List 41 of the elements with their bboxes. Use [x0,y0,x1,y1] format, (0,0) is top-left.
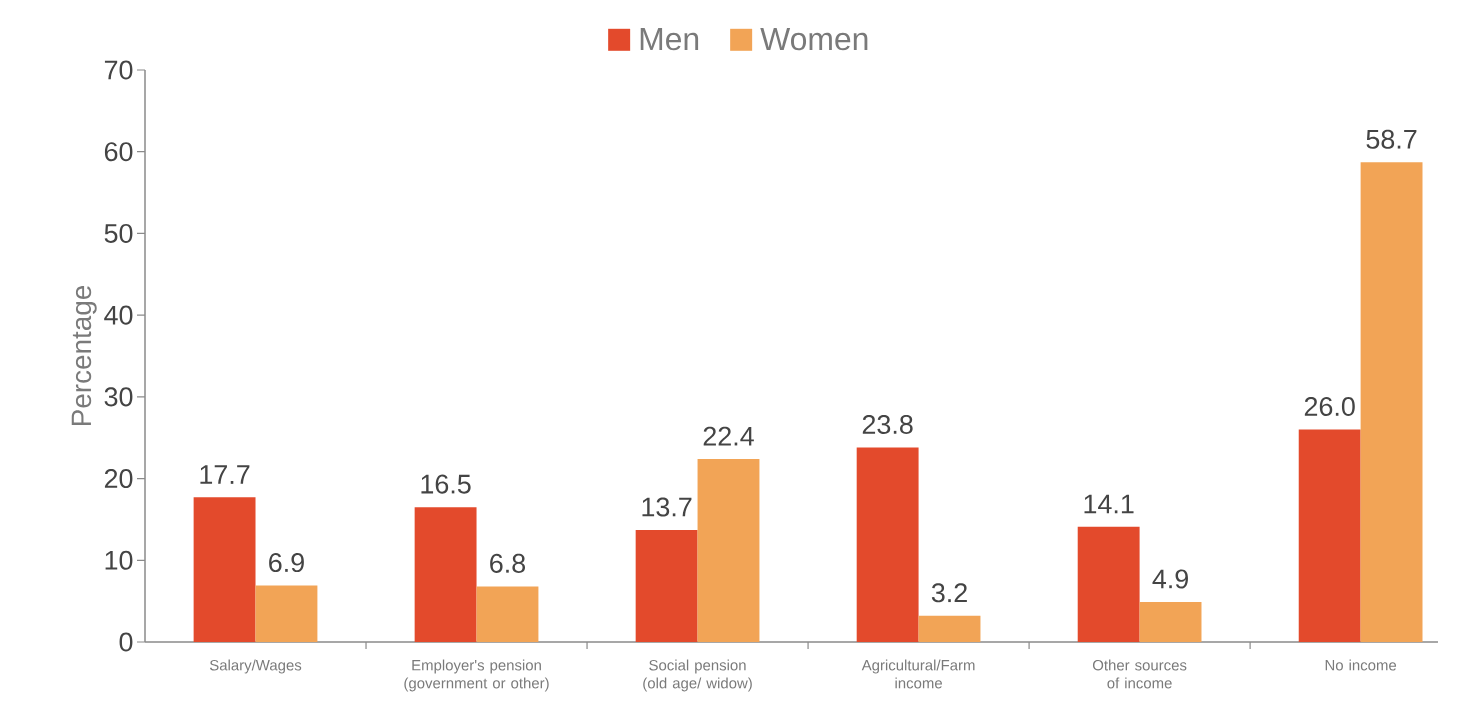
legend-label: Men [640,28,699,51]
x-tick-label: Employer's pension (government or other) [404,659,549,692]
legend-label: Women [760,28,868,51]
data-label: 6.8 [490,553,526,573]
x-tick-label: Salary/Wages [209,659,302,674]
bar [856,447,919,642]
data-label: 3.2 [931,583,967,603]
bar [193,497,256,642]
y-tick-label: 20 [104,469,133,489]
data-label: 22.4 [703,426,754,446]
bar [918,615,981,642]
bar [255,585,318,642]
bar [476,586,539,642]
x-tick-label: Other sources of income [1092,659,1187,689]
bar [697,458,760,642]
x-tick-label: Social pension (old age/ widow) [643,659,752,692]
y-tick-label: 50 [104,223,133,243]
data-label: 14.1 [1084,494,1134,514]
data-label: 58.7 [1366,129,1417,149]
x-tick-label: No income [1325,659,1397,671]
data-label: 26.0 [1304,396,1355,417]
bar [635,530,698,642]
y-tick-label: 60 [104,142,133,162]
x-tick-label: Agricultural/Farm income [861,659,975,689]
y-axis-title: Percentage [71,285,97,426]
bar [1298,429,1361,642]
bar [414,507,477,642]
y-tick-label: 10 [105,550,133,570]
y-tick-label: 40 [104,305,133,325]
y-tick-label: 0 [119,632,133,652]
data-label: 16.5 [421,474,471,494]
y-tick-label: 30 [104,387,133,407]
data-label: 13.7 [642,497,692,517]
data-label: 17.7 [200,465,250,484]
data-label: 6.9 [269,553,304,573]
data-label: 4.9 [1152,569,1188,589]
bar [1077,526,1140,642]
data-label: 23.8 [862,414,913,434]
y-tick-label: 70 [104,60,133,80]
bar [1360,162,1423,642]
bar [1139,601,1202,642]
